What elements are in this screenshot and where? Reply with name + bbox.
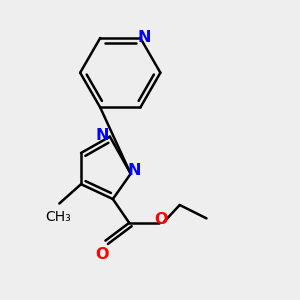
Text: CH₃: CH₃ xyxy=(45,210,71,224)
Text: O: O xyxy=(154,212,168,227)
Text: N: N xyxy=(96,128,109,142)
Text: O: O xyxy=(96,247,109,262)
Text: N: N xyxy=(128,163,141,178)
Text: N: N xyxy=(137,31,151,46)
